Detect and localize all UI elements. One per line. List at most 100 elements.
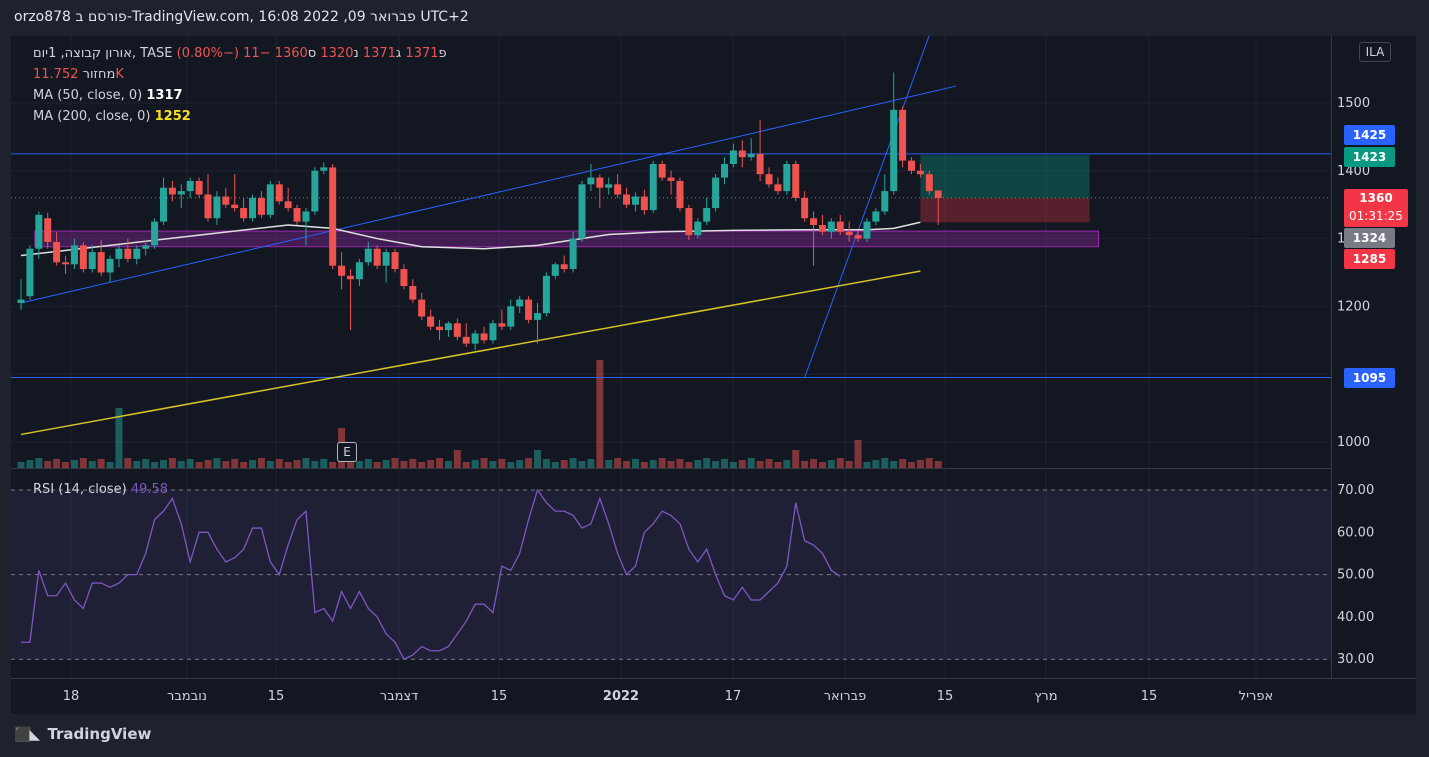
volume-bar xyxy=(266,461,274,468)
low-label: נ xyxy=(353,46,359,61)
close-label: ס xyxy=(307,46,317,61)
volume-bar xyxy=(810,459,818,468)
candle-body xyxy=(240,208,248,219)
price-axis-border xyxy=(1331,36,1332,678)
volume-bar xyxy=(623,461,631,468)
last-price-value: 1360 xyxy=(1359,191,1393,205)
volume-bar xyxy=(35,458,43,468)
time-tick-label: 18 xyxy=(63,689,80,704)
candlesticks xyxy=(17,72,942,351)
candle-body xyxy=(605,184,613,188)
earnings-marker[interactable]: E xyxy=(337,442,357,462)
candle-body xyxy=(756,153,764,175)
volume-bar xyxy=(934,461,942,468)
legend-volume-row: מחזור 11.752K xyxy=(33,67,124,82)
tradingview-logo[interactable]: ⬛◣ TradingView xyxy=(14,725,151,743)
volume-bar xyxy=(240,462,248,468)
candle-body xyxy=(694,221,702,236)
candle-body xyxy=(881,191,889,212)
volume-bar xyxy=(649,460,657,468)
candle-body xyxy=(525,299,533,320)
candle-body xyxy=(890,109,898,192)
candle-body xyxy=(427,316,435,327)
candle-body xyxy=(471,333,479,344)
volume-bar xyxy=(801,461,809,468)
volume-bar xyxy=(62,462,70,468)
candle-body xyxy=(614,184,622,195)
volume-bar xyxy=(17,462,25,468)
candle-body xyxy=(827,221,835,232)
candle-body xyxy=(355,262,363,280)
candle-body xyxy=(275,184,283,202)
volume-bar xyxy=(26,460,34,468)
candle-body xyxy=(792,164,800,198)
time-tick-label: 17 xyxy=(725,689,742,704)
candle-body xyxy=(436,326,444,331)
volume-bar xyxy=(382,460,390,468)
candle-body xyxy=(338,265,346,276)
high-label: ג xyxy=(395,46,402,61)
candle-body xyxy=(720,164,728,178)
open-value: 1371 xyxy=(405,46,439,61)
volume-bar xyxy=(231,459,239,468)
volume-bar xyxy=(115,408,123,468)
candle-body xyxy=(649,164,657,211)
time-tick-label: דצמבר xyxy=(380,689,419,704)
candle-body xyxy=(222,196,230,205)
ma50-label: MA (50, close, 0) xyxy=(33,88,143,103)
volume-bar xyxy=(355,461,363,468)
candle-body xyxy=(444,323,452,331)
tag-1423: 1423 xyxy=(1344,147,1395,167)
open-label: פ xyxy=(438,46,447,61)
volume-bar xyxy=(427,460,435,468)
tag-1324: 1324 xyxy=(1344,228,1395,248)
volume-bar xyxy=(302,458,310,468)
chart-canvas[interactable]: 1000120013001400150030.0040.0050.0060.00… xyxy=(11,36,1416,714)
candle-body xyxy=(346,275,354,280)
volume-bar xyxy=(605,460,613,468)
volume-bar xyxy=(364,459,372,468)
candle-body xyxy=(747,153,755,158)
volume-bar xyxy=(329,462,337,468)
legend-rsi-row: RSI (14, close) 49.58 xyxy=(33,482,168,497)
volume-bar xyxy=(151,462,159,468)
candle-body xyxy=(569,238,577,270)
candle-body xyxy=(88,252,96,270)
volume-bars xyxy=(17,360,942,468)
volume-bar xyxy=(53,459,61,468)
volume-bar xyxy=(471,460,479,468)
candle-body xyxy=(293,208,301,222)
candle-body xyxy=(311,170,319,212)
price-tick-label: 1400 xyxy=(1337,164,1370,179)
currency-badge[interactable]: ILA xyxy=(1359,42,1391,62)
volume-bar xyxy=(818,462,826,468)
candle-body xyxy=(142,245,150,249)
candle-body xyxy=(774,184,782,192)
volume-bar xyxy=(685,462,693,468)
volume-label: מחזור xyxy=(82,67,116,82)
time-tick-label: נובמבר xyxy=(167,689,207,704)
volume-bar xyxy=(489,461,497,468)
volume-bar xyxy=(560,460,568,468)
volume-bar xyxy=(498,459,506,468)
candle-body xyxy=(79,245,87,270)
volume-bar xyxy=(88,461,96,468)
volume-bar xyxy=(845,461,853,468)
candle-body xyxy=(480,333,488,341)
rsi-line xyxy=(21,488,841,661)
candle-body xyxy=(373,248,381,266)
volume-bar xyxy=(97,459,105,468)
candle-body xyxy=(106,258,114,273)
candle-body xyxy=(810,218,818,226)
time-tick-label: 15 xyxy=(491,689,508,704)
volume-bar xyxy=(284,462,292,468)
volume-bar xyxy=(525,458,533,468)
bar-countdown: 01:31:25 xyxy=(1349,209,1403,223)
volume-bar xyxy=(872,460,880,468)
candle-body xyxy=(712,177,720,209)
candle-body xyxy=(382,252,390,266)
volume-bar xyxy=(275,459,283,468)
volume-bar xyxy=(587,459,595,468)
volume-bar xyxy=(159,460,167,468)
chart-frame[interactable]: 1000120013001400150030.0040.0050.0060.00… xyxy=(11,36,1416,714)
